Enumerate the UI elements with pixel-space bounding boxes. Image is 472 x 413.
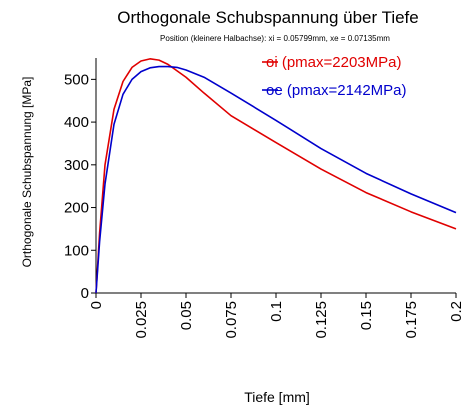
x-tick-label: 0.175 <box>403 301 420 339</box>
legend-entry: oi (pmax=2203MPa) <box>266 54 401 71</box>
legend-entry: oe (pmax=2142MPa) <box>266 82 407 99</box>
x-tick-label: 0.15 <box>358 301 375 330</box>
x-tick-label: 0.125 <box>313 301 330 339</box>
y-tick-label: 500 <box>64 71 89 88</box>
chart-title: Orthogonale Schubspannung über Tiefe <box>117 8 419 27</box>
y-tick-label: 0 <box>81 285 89 302</box>
x-tick-label: 0.1 <box>268 301 285 322</box>
y-tick-label: 100 <box>64 242 89 259</box>
y-tick-label: 400 <box>64 114 89 131</box>
y-axis-label: Orthogonale Schubspannung [MPa] <box>20 77 34 268</box>
x-tick-label: 0 <box>88 301 105 309</box>
plot-area: 0 100 200 300 400 500 0 0.025 0.05 0.075 0.1 0.125 0… <box>64 54 465 339</box>
chart-subtitle: Position (kleinere Halbachse): xi = 0.05… <box>160 34 390 43</box>
x-axis-label: Tiefe [mm] <box>244 389 310 405</box>
series-line-oe <box>95 65 457 294</box>
x-tick-label: 0.025 <box>133 301 150 339</box>
x-tick-label: 0.075 <box>223 301 240 339</box>
y-tick-label: 200 <box>64 200 89 217</box>
x-tick-label: 0.05 <box>178 301 195 330</box>
y-tick-label: 300 <box>64 157 89 174</box>
series-line-oi <box>95 58 457 294</box>
x-tick-label: 0.2 <box>448 301 465 322</box>
